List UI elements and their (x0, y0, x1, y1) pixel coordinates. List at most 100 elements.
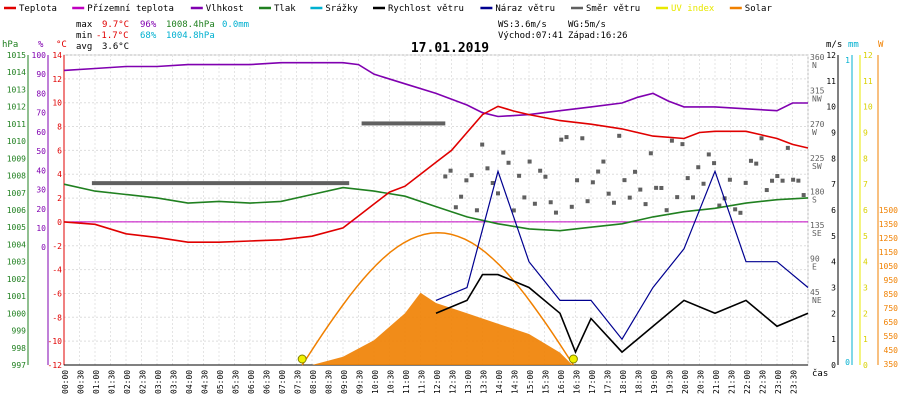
direction-bar-night (91, 181, 350, 186)
uv-tick-9: 3 (863, 284, 868, 293)
legend-label-6: Náraz větru (495, 4, 555, 14)
direction-tick-5: 135 (810, 221, 825, 230)
direction-point (696, 165, 701, 170)
time-tick-47: 23:30 (790, 370, 799, 394)
right-axes: 360N315NW270W225SW180S135SE90E45NE121110… (810, 51, 898, 370)
unit-w: W (878, 40, 884, 50)
time-tick-14: 07:00 (278, 370, 287, 394)
humidity-tick-7: 30 (36, 186, 46, 195)
direction-point (633, 169, 638, 174)
series-temperature-line (63, 105, 809, 243)
series-humidity-line (63, 61, 808, 118)
direction-point (643, 202, 648, 207)
direction-point (669, 138, 674, 143)
series-layer (63, 61, 809, 366)
pressure-tick-16: 999 (12, 327, 27, 336)
direction-point (543, 174, 548, 179)
direction-point (770, 178, 775, 183)
temperature-tick-1: 12 (52, 75, 62, 84)
wind-tick-4: 8 (831, 154, 836, 163)
legend-label-3: Tlak (274, 4, 296, 14)
uv-tick-10: 2 (863, 309, 868, 318)
time-tick-1: 00:30 (77, 370, 86, 394)
wind-tick-7: 5 (831, 232, 836, 241)
temperature-tick-11: -8 (52, 313, 62, 322)
pressure-tick-18: 997 (12, 361, 27, 370)
direction-point (654, 185, 659, 190)
time-tick-20: 10:00 (371, 370, 380, 394)
uv-tick-6: 6 (863, 206, 868, 215)
direction-point (717, 203, 722, 208)
stats-max-temp: 9.7°C (102, 20, 129, 30)
temperature-tick-2: 10 (52, 99, 62, 108)
series-pressure-line (63, 183, 809, 232)
chart-title: 17.01.2019 (411, 41, 489, 56)
direction-point (575, 178, 580, 183)
temperature-tick-4: 6 (57, 146, 62, 155)
direction-point (706, 152, 711, 157)
pressure-tick-2: 1013 (7, 85, 26, 94)
unit-time: čas (812, 368, 828, 379)
uv-tick-3: 9 (863, 129, 868, 138)
stats-max-hum: 96% (140, 20, 157, 30)
direction-point (754, 161, 759, 166)
wind-tick-10: 2 (831, 309, 836, 318)
legend-label-8: UV index (671, 4, 715, 14)
direction-point (743, 180, 748, 185)
legend-label-9: Solar (745, 4, 773, 14)
time-tick-44: 22:00 (743, 370, 752, 394)
pressure-tick-17: 998 (12, 344, 27, 353)
pressure-tick-12: 1003 (7, 258, 26, 267)
temperature-tick-5: 4 (57, 170, 62, 179)
temperature-tick-8: -2 (52, 242, 62, 251)
direction-point (506, 160, 511, 165)
time-tick-6: 03:00 (154, 370, 163, 394)
time-tick-17: 08:30 (325, 370, 334, 394)
solar-tick-1: 1350 (879, 220, 898, 229)
direction-tick-4: 180 (810, 187, 825, 196)
wind-tick-3: 9 (831, 129, 836, 138)
time-tick-34: 17:00 (588, 370, 597, 394)
pressure-tick-15: 1000 (7, 309, 26, 318)
series-solar-area (312, 292, 573, 365)
solar-tick-6: 850 (884, 290, 899, 299)
direction-point (448, 168, 453, 173)
sunset-marker (568, 354, 578, 364)
direction-point (780, 178, 785, 183)
series-wind-line (435, 273, 809, 355)
pressure-tick-6: 1009 (7, 154, 26, 163)
legend-label-1: Přízemní teplota (87, 4, 174, 14)
uv-tick-7: 5 (863, 232, 868, 241)
direction-bar-morning (361, 121, 446, 126)
direction-point (748, 158, 753, 163)
direction-point (511, 208, 516, 213)
wind-tick-2: 10 (826, 103, 836, 112)
humidity-tick-4: 60 (36, 128, 46, 137)
humidity-tick-9: 10 (36, 224, 46, 233)
direction-point (764, 188, 769, 193)
rain-tick-0: 1 (845, 56, 850, 65)
temperature-tick-9: -4 (52, 266, 62, 275)
solar-theoretical-curve (301, 231, 575, 366)
sunrise-time: Východ:07:41 (498, 31, 563, 41)
humidity-tick-2: 80 (36, 89, 46, 98)
time-tick-26: 13:00 (464, 370, 473, 394)
solar-tick-11: 350 (884, 360, 899, 369)
time-tick-3: 01:30 (108, 370, 117, 394)
wind-tick-8: 4 (831, 258, 836, 267)
legend-label-2: Vlhkost (206, 4, 244, 14)
direction-point (738, 210, 743, 215)
direction-point (469, 173, 474, 178)
direction-point (685, 176, 690, 181)
direction-point (485, 166, 490, 171)
time-tick-8: 04:00 (185, 370, 194, 394)
direction-point (501, 150, 506, 155)
pressure-tick-7: 1008 (7, 172, 26, 181)
direction-point (496, 191, 500, 196)
direction-point (585, 199, 590, 204)
time-tick-25: 12:30 (449, 370, 458, 394)
uv-tick-2: 10 (863, 103, 873, 112)
rain-tick-1: 0 (845, 358, 850, 367)
direction-point (490, 180, 495, 185)
humidity-tick-1: 90 (36, 70, 46, 79)
